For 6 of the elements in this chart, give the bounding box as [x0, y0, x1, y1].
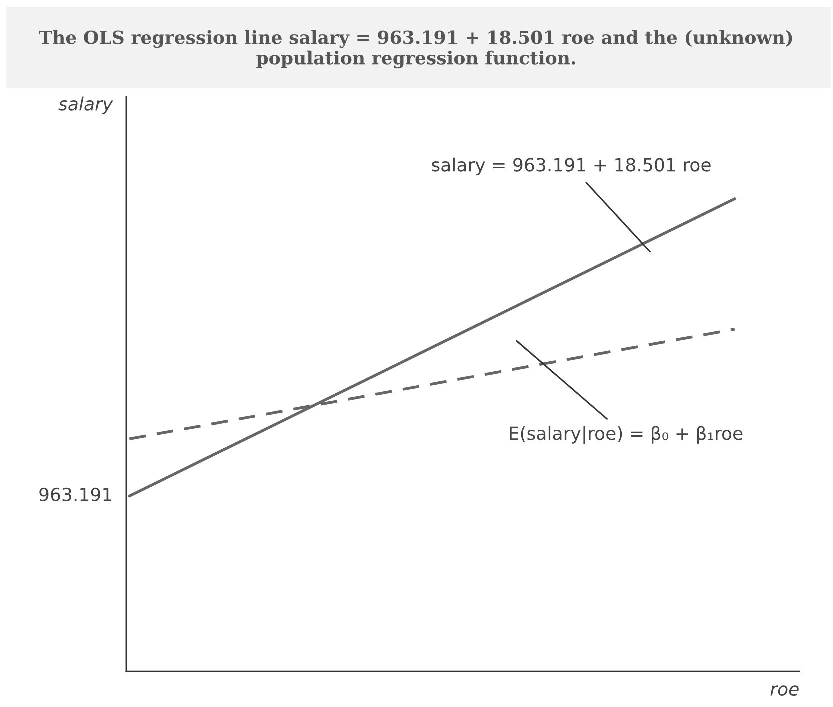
chart-title: The OLS regression line salary = 963.191 + 18.501 roe and the (unknown) population regression function.	[39, 30, 792, 69]
text: salary = 963.191 + 18.501 roe	[432, 158, 711, 176]
annotation: E(salary|roe) = β₀ + β₁roe	[510, 426, 743, 444]
y-axis-title: salary	[58, 96, 114, 114]
x-axis-title: roe	[770, 686, 799, 696]
annotation: 963.191	[40, 488, 112, 502]
